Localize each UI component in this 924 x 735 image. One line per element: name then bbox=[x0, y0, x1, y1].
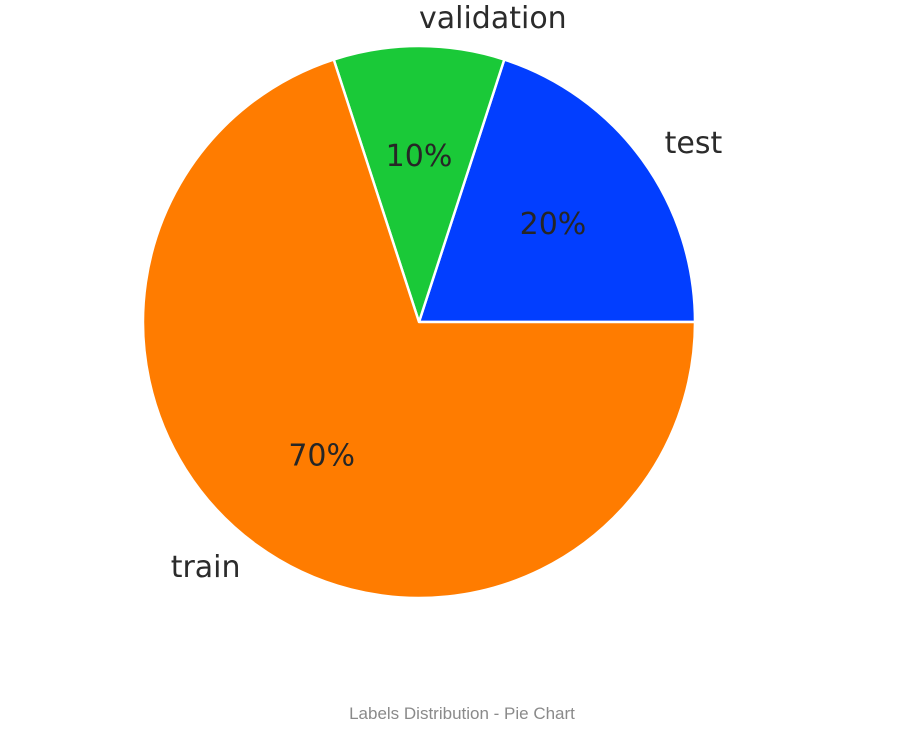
pie-chart-svg: test 20% validation 10% train 70% bbox=[141, 1, 723, 600]
slice-label-train: train bbox=[171, 550, 241, 585]
slice-percent-validation: 10% bbox=[386, 139, 453, 174]
pie-chart: test 20% validation 10% train 70% bbox=[141, 1, 723, 600]
pie-labels: test 20% validation 10% train 70% bbox=[171, 1, 723, 585]
pie-slice-validation bbox=[332, 44, 506, 324]
slice-label-test: test bbox=[665, 126, 723, 161]
chart-caption: Labels Distribution - Pie Chart bbox=[349, 704, 575, 723]
pie-slice-test bbox=[417, 58, 697, 324]
slice-percent-test: 20% bbox=[520, 207, 587, 242]
slice-label-validation: validation bbox=[419, 1, 567, 36]
slice-percent-train: 70% bbox=[288, 438, 355, 473]
pie-slices bbox=[141, 44, 697, 600]
pie-slice-train bbox=[141, 58, 697, 600]
